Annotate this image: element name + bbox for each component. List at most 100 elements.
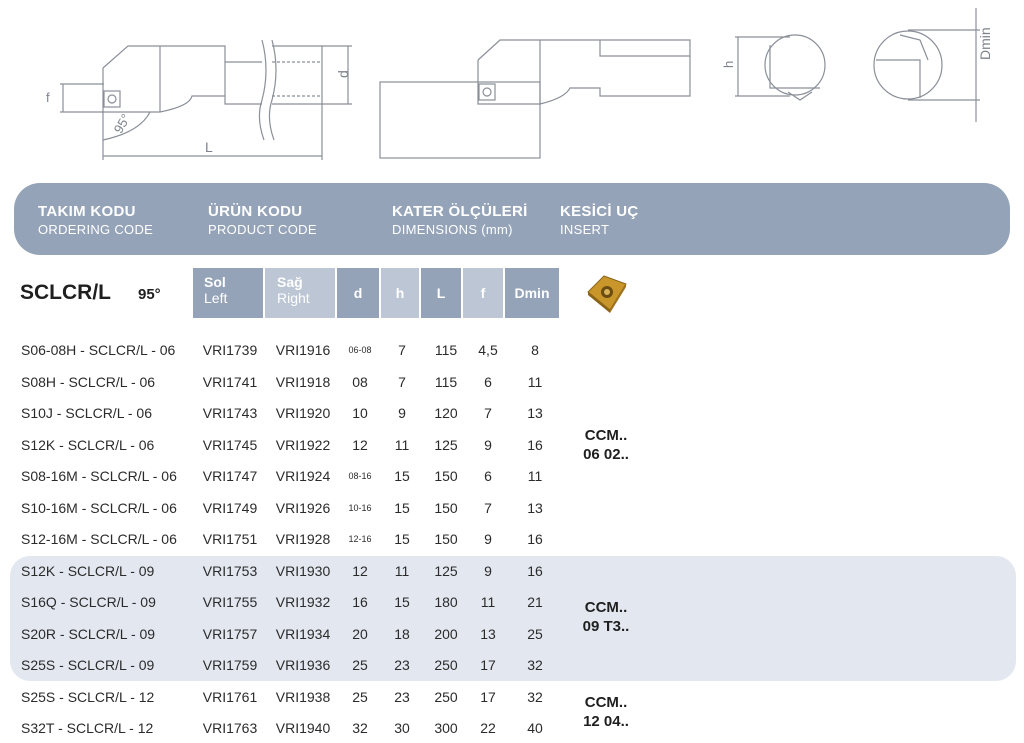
header-dimensions: KATER ÖLÇÜLERİ DIMENSIONS (mm) [392,203,528,237]
cell-code: S20R - SCLCR/L - 09 [21,625,156,642]
cell-h: 15 [394,531,410,547]
cell-L: 200 [434,625,458,642]
insert-label-06: CCM.. 06 02.. [570,426,642,464]
cell-d: 08-16 [348,471,372,481]
cell-L: 250 [434,688,458,705]
insert-size: 09 T3.. [582,618,630,635]
cell-d: 10 [352,405,368,421]
column-header-dmin: Dmin [505,268,559,318]
column-header-h: h [381,268,419,318]
cell-sol: VRI1753 [202,562,258,579]
cell-sol: VRI1757 [202,625,258,642]
cell-sol: VRI1745 [202,436,258,453]
cell-f: 7 [484,499,492,516]
cell-d: 16 [352,594,368,610]
cell-sag: VRI1922 [275,436,331,453]
cell-sag: VRI1928 [275,531,331,547]
label-dmin: Dmin [977,27,993,60]
cell-f: 6 [484,468,492,484]
cell-dmin: 11 [527,373,543,390]
cell-h: 15 [394,499,410,516]
model-angle: 95° [138,286,161,303]
label-L: L [205,139,213,155]
cell-f: 17 [480,657,496,673]
cell-code: S10J - SCLCR/L - 06 [21,405,152,421]
cell-dmin: 16 [527,531,543,547]
column-header-f: f [463,268,503,318]
column-header-en: Right [277,290,310,306]
cell-code: S12-16M - SCLCR/L - 06 [21,531,177,547]
cell-sol: VRI1741 [202,373,258,390]
cell-sol: VRI1747 [202,468,258,484]
cell-h: 7 [398,373,406,390]
cell-sol: VRI1751 [202,531,258,547]
insert-size: 12 04.. [583,713,629,730]
table-row: S08-16M - SCLCR/L - 06 VRI1747 VRI1924 08-1… [0,461,560,491]
cell-L: 125 [434,562,458,579]
cell-d: 08 [352,373,368,390]
cell-code: S16Q - SCLCR/L - 09 [21,594,156,610]
header-product-code: ÜRÜN KODU PRODUCT CODE [208,203,317,237]
cell-d: 20 [352,625,368,642]
insert-type: CCM.. [584,694,628,711]
cell-dmin: 32 [527,688,543,705]
cell-sol: VRI1763 [202,720,258,736]
column-header-tr: Sol [204,274,226,290]
table-row: S12-16M - SCLCR/L - 06 VRI1751 VRI1928 12-1… [0,524,560,554]
header-label-en: ORDERING CODE [38,222,154,237]
insert-label-09: CCM.. 09 T3.. [570,598,642,636]
cell-d: 12-16 [348,534,372,544]
insert-label-12: CCM.. 12 04.. [570,693,642,731]
cell-code: S12K - SCLCR/L - 09 [21,562,155,579]
cell-d: 25 [352,657,368,673]
cell-dmin: 25 [527,625,543,642]
cell-dmin: 16 [527,436,543,453]
cell-code: S06-08H - SCLCR/L - 06 [21,342,176,358]
header-label-tr: KATER ÖLÇÜLERİ [392,203,528,220]
cell-sag: VRI1934 [275,625,331,642]
model-title: SCLCR/L [20,281,111,304]
cell-f: 7 [484,405,492,421]
cell-L: 150 [434,531,458,547]
cell-dmin: 13 [527,499,543,516]
cell-f: 13 [480,625,496,642]
header-ordering-code: TAKIM KODU ORDERING CODE [38,203,153,237]
cell-sol: VRI1755 [202,594,258,610]
cell-h: 30 [394,720,410,736]
column-header-left: Sol Left [193,268,263,318]
insert-type: CCM.. [584,599,628,616]
cell-sag: VRI1940 [275,720,331,736]
cell-sag: VRI1920 [275,405,331,421]
cell-f: 9 [484,436,492,453]
cell-d: 32 [352,720,368,736]
cross-section-dmin-drawing [873,8,980,122]
insert-group-09-background [10,556,1016,681]
column-header-tr: Sağ [277,274,303,290]
cell-h: 18 [394,625,410,642]
cell-d: 12 [352,436,368,453]
cell-sag: VRI1936 [275,657,331,673]
header-label-tr: KESİCİ UÇ [560,203,639,220]
table-row: S20R - SCLCR/L - 09 VRI1757 VRI1934 20 18 200… [0,619,560,649]
cell-h: 15 [394,468,410,484]
cell-f: 9 [484,531,492,547]
cell-dmin: 32 [527,657,543,673]
insert-type: CCM.. [584,427,628,444]
cell-h: 11 [394,436,410,453]
cell-L: 150 [434,468,458,484]
cell-f: 17 [480,688,496,705]
header-band: TAKIM KODU ORDERING CODE ÜRÜN KODU PRODU… [14,183,1010,255]
cell-L: 120 [434,405,458,421]
table-row: S25S - SCLCR/L - 12 VRI1761 VRI1938 25 23 250… [0,682,560,712]
cell-d: 12 [352,562,368,579]
table-row: S08H - SCLCR/L - 06 VRI1741 VRI1918 08 7 115 6… [0,367,560,397]
tool-drawings: f 95° L d h Dmin [46,8,993,160]
cell-h: 9 [398,405,406,421]
column-header-L: L [421,268,461,318]
cell-L: 180 [434,594,458,610]
cell-code: S10-16M - SCLCR/L - 06 [21,499,177,516]
cell-dmin: 16 [527,562,543,579]
cell-L: 250 [434,657,458,673]
cell-h: 23 [394,657,410,673]
label-f: f [46,90,50,105]
